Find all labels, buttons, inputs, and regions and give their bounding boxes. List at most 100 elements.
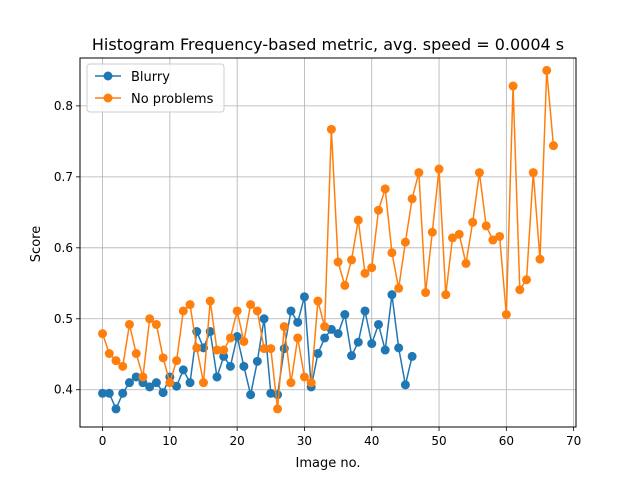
data-point-no-problems xyxy=(165,378,175,388)
series-blurry xyxy=(98,290,417,414)
data-point-blurry xyxy=(353,337,363,347)
data-point-no-problems xyxy=(421,288,431,298)
data-point-no-problems xyxy=(313,296,323,306)
data-point-no-problems xyxy=(461,258,471,268)
data-point-no-problems xyxy=(299,372,309,382)
data-point-no-problems xyxy=(111,356,121,366)
y-tick-label: 0.6 xyxy=(54,241,73,255)
data-point-blurry xyxy=(225,361,235,371)
x-tick-label: 0 xyxy=(99,434,107,448)
data-point-blurry xyxy=(273,390,283,400)
data-point-no-problems xyxy=(340,280,350,290)
y-axis-label: Score xyxy=(29,226,44,262)
data-point-no-problems xyxy=(198,378,208,388)
data-point-blurry xyxy=(387,290,397,300)
data-point-no-problems xyxy=(434,164,444,174)
data-point-no-problems xyxy=(138,372,148,382)
data-point-no-problems xyxy=(542,65,552,75)
data-point-blurry xyxy=(232,332,242,342)
data-point-no-problems xyxy=(131,349,141,359)
data-point-blurry xyxy=(347,351,357,361)
data-point-blurry xyxy=(394,343,404,353)
data-point-no-problems xyxy=(98,329,108,339)
data-point-no-problems xyxy=(151,319,161,329)
data-point-no-problems xyxy=(347,255,357,265)
data-point-no-problems xyxy=(320,322,330,332)
data-point-no-problems xyxy=(266,344,276,354)
data-point-no-problems xyxy=(481,221,491,231)
data-point-blurry xyxy=(333,329,343,339)
x-tick-label: 60 xyxy=(499,434,514,448)
data-point-blurry xyxy=(111,404,121,414)
data-point-no-problems xyxy=(427,227,437,237)
data-point-blurry xyxy=(131,372,141,382)
data-point-no-problems xyxy=(326,124,336,134)
y-tick-label: 0.5 xyxy=(54,312,73,326)
y-tick-label: 0.8 xyxy=(54,99,73,113)
data-point-no-problems xyxy=(259,344,269,354)
x-axis-label: Image no. xyxy=(296,456,361,471)
data-point-no-problems xyxy=(407,194,417,204)
data-point-blurry xyxy=(400,380,410,390)
data-point-no-problems xyxy=(548,141,558,151)
data-point-no-problems xyxy=(380,184,390,194)
data-point-blurry xyxy=(373,319,383,329)
data-point-blurry xyxy=(151,378,161,388)
plot-frame xyxy=(79,57,577,428)
data-point-no-problems xyxy=(373,205,383,215)
chart-title: Histogram Frequency-based metric, avg. s… xyxy=(92,35,564,54)
data-point-no-problems xyxy=(293,333,303,343)
data-point-no-problems xyxy=(273,404,283,414)
data-point-blurry xyxy=(178,365,188,375)
axis-ticks: 0 10 20 30 40 50 60 70 0.4 0.5 0.6 0.7 0.8 xyxy=(54,99,581,448)
data-point-no-problems xyxy=(185,300,195,310)
data-point-blurry xyxy=(185,378,195,388)
data-point-blurry xyxy=(266,388,276,398)
series-layer xyxy=(98,65,558,414)
data-point-blurry xyxy=(313,349,323,359)
data-point-blurry xyxy=(212,372,222,382)
data-point-no-problems xyxy=(448,233,458,243)
data-point-no-problems xyxy=(192,343,202,353)
data-point-no-problems xyxy=(367,263,377,273)
data-point-no-problems xyxy=(454,229,464,239)
data-point-no-problems xyxy=(205,296,215,306)
x-tick-label: 10 xyxy=(162,434,177,448)
data-point-blurry xyxy=(293,317,303,327)
data-point-no-problems xyxy=(387,248,397,258)
data-point-no-problems xyxy=(306,378,316,388)
data-point-blurry xyxy=(104,388,114,398)
data-point-no-problems xyxy=(474,168,484,178)
data-point-blurry xyxy=(380,345,390,355)
data-point-no-problems xyxy=(522,275,532,285)
data-point-no-problems xyxy=(286,378,296,388)
data-point-no-problems xyxy=(353,215,363,225)
data-point-no-problems xyxy=(488,235,498,245)
legend-label-no-problems: No problems xyxy=(131,92,214,107)
data-point-no-problems xyxy=(360,268,370,278)
data-point-no-problems xyxy=(246,300,256,310)
data-point-no-problems xyxy=(495,231,505,241)
legend-box xyxy=(86,63,225,113)
data-point-blurry xyxy=(172,381,182,391)
data-point-blurry xyxy=(299,292,309,302)
data-point-no-problems xyxy=(104,349,114,359)
data-point-blurry xyxy=(246,390,256,400)
legend-label-blurry: Blurry xyxy=(131,70,170,85)
data-point-no-problems xyxy=(535,254,545,264)
data-point-no-problems xyxy=(501,310,511,320)
data-point-no-problems xyxy=(212,345,222,355)
data-point-no-problems xyxy=(441,290,451,300)
data-point-blurry xyxy=(145,382,155,392)
data-point-no-problems xyxy=(279,322,289,332)
data-point-blurry xyxy=(259,314,269,324)
data-point-blurry xyxy=(367,339,377,349)
data-point-blurry xyxy=(360,306,370,316)
data-point-no-problems xyxy=(118,361,128,371)
data-point-no-problems xyxy=(414,168,424,178)
data-point-blurry xyxy=(98,388,108,398)
data-point-no-problems xyxy=(158,353,168,363)
data-point-blurry xyxy=(158,388,168,398)
series-line-no-problems xyxy=(101,69,555,410)
data-point-no-problems xyxy=(225,333,235,343)
